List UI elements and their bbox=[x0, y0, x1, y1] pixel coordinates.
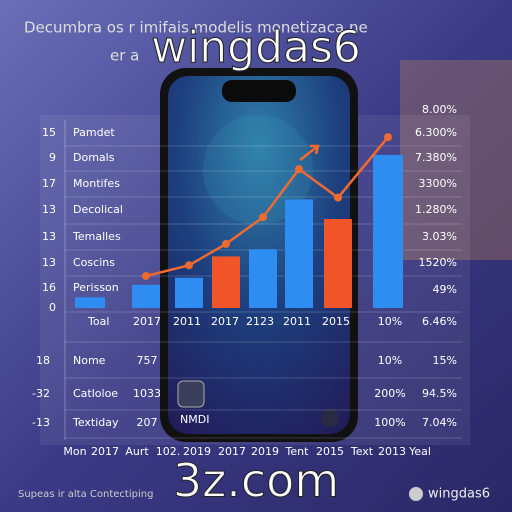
x-axis-label: Yeal bbox=[408, 445, 431, 458]
x-axis-label: 2015 bbox=[316, 445, 344, 458]
bar bbox=[175, 277, 203, 308]
x-axis-label: Tent bbox=[285, 445, 310, 458]
left-name: Domals bbox=[73, 151, 115, 164]
trend-point bbox=[142, 271, 150, 280]
left-name: Temalles bbox=[72, 230, 121, 243]
bar bbox=[324, 219, 352, 308]
table-cell: 100% bbox=[374, 416, 405, 429]
domain-overlay: 3z.com bbox=[173, 454, 339, 508]
x-axis-label: Mon bbox=[63, 445, 86, 458]
x-axis-label: 2019 bbox=[251, 445, 279, 458]
bar bbox=[249, 249, 277, 308]
table-cell: -32 bbox=[32, 387, 50, 400]
table-cell: 6.46% bbox=[422, 315, 457, 328]
right-label: 3.03% bbox=[422, 230, 457, 243]
x-axis-label: 2017 bbox=[91, 445, 119, 458]
trend-point bbox=[295, 165, 303, 174]
button-icon bbox=[321, 409, 339, 427]
notch bbox=[222, 80, 296, 102]
table-cell: 2123 bbox=[246, 315, 274, 328]
left-name: Perisson bbox=[73, 281, 119, 294]
right-label: 1520% bbox=[419, 256, 457, 269]
x-axis-label: 2017 bbox=[218, 445, 246, 458]
left-name: Pamdet bbox=[73, 126, 115, 139]
left-number: 15 bbox=[42, 126, 56, 139]
left-number: 13 bbox=[42, 203, 56, 216]
table-cell: 18 bbox=[36, 354, 50, 367]
title: Decumbra os r imifais modelis monetizaca… bbox=[24, 19, 368, 37]
phone-label: NMDI bbox=[180, 413, 209, 426]
trend-point bbox=[259, 213, 267, 222]
bar bbox=[75, 297, 105, 308]
footer-icon bbox=[409, 487, 423, 501]
arrow bbox=[299, 144, 320, 161]
table-cell: 2017 bbox=[133, 315, 161, 328]
table-cell: -13 bbox=[32, 416, 50, 429]
left-number: 16 bbox=[42, 281, 56, 294]
screen-glow bbox=[203, 115, 313, 225]
baseline-label: 0 bbox=[49, 301, 56, 314]
table-cell: Nome bbox=[73, 354, 106, 367]
table-cell: 2011 bbox=[173, 315, 201, 328]
trend-point bbox=[384, 133, 392, 142]
left-name: Coscins bbox=[73, 256, 115, 269]
left-name: Decolical bbox=[73, 203, 123, 216]
table-cell: 757 bbox=[137, 354, 158, 367]
app-icon bbox=[177, 380, 205, 408]
table-cell: 1033 bbox=[133, 387, 161, 400]
left-number: 9 bbox=[49, 151, 56, 164]
brand-overlay: wingdas6 bbox=[151, 22, 361, 73]
bar bbox=[285, 199, 313, 308]
trend-point bbox=[185, 261, 193, 270]
table-cell: 10% bbox=[378, 315, 402, 328]
x-axis-label: 2013 bbox=[378, 445, 406, 458]
trend-point bbox=[222, 239, 230, 248]
table-cell: Catloloe bbox=[73, 387, 118, 400]
right-label: 49% bbox=[433, 283, 457, 296]
right-label: 7.380% bbox=[415, 151, 457, 164]
right-label: 3300% bbox=[419, 177, 457, 190]
bar bbox=[132, 284, 160, 308]
glow bbox=[400, 60, 512, 260]
table-cell: 2015 bbox=[322, 315, 350, 328]
table-cell: 2011 bbox=[283, 315, 311, 328]
subtitle: er a bbox=[110, 47, 139, 65]
bar bbox=[212, 256, 240, 308]
left-name: Montifes bbox=[73, 177, 120, 190]
table-cell: 2017 bbox=[211, 315, 239, 328]
right-label: 8.00% bbox=[422, 103, 457, 116]
left-number: 13 bbox=[42, 230, 56, 243]
bar bbox=[373, 154, 403, 308]
footer-left: Supeas ir alta Contectiping bbox=[18, 489, 153, 500]
x-axis-label: Text bbox=[350, 445, 374, 458]
left-number: 17 bbox=[42, 177, 56, 190]
x-axis-label: 102. bbox=[156, 445, 181, 458]
table-cell: 7.04% bbox=[422, 416, 457, 429]
table-cell: 15% bbox=[433, 354, 457, 367]
x-axis-label: 2019 bbox=[183, 445, 211, 458]
right-label: 1.280% bbox=[415, 203, 457, 216]
table-cell: 94.5% bbox=[422, 387, 457, 400]
footer-right: wingdas6 bbox=[428, 487, 490, 502]
trend-point bbox=[334, 193, 342, 202]
left-number: 13 bbox=[42, 256, 56, 269]
table-cell: 10% bbox=[378, 354, 402, 367]
x-axis-label: Aurt bbox=[125, 445, 149, 458]
table-cell: Textiday bbox=[72, 416, 119, 429]
table-cell: Toal bbox=[87, 315, 109, 328]
table-cell: 207 bbox=[137, 416, 158, 429]
right-label: 6.300% bbox=[415, 126, 457, 139]
table-cell: 200% bbox=[374, 387, 405, 400]
